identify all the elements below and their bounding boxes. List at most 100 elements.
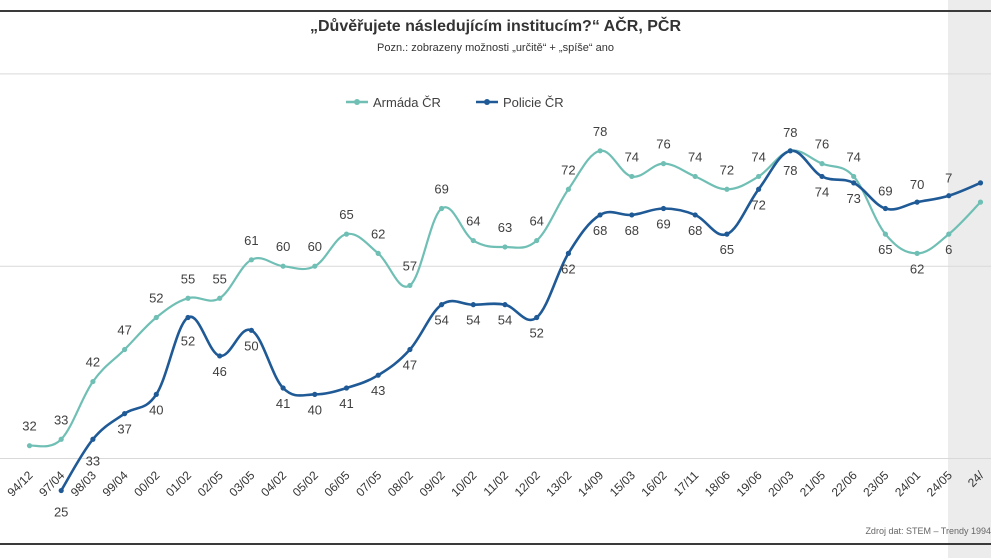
data-point-policie [724,231,730,237]
value-label-armada: 62 [371,226,385,241]
data-point-armada [914,250,920,256]
value-label-policie: 70 [910,177,924,192]
legend-item-armada: Armáda ČR [346,95,441,110]
legend-item-policie: Policie ČR [476,95,564,110]
data-point-policie [977,180,984,186]
x-tick-label: 01/02 [163,468,194,499]
data-point-armada [629,173,635,180]
x-tick-label: 24/01 [892,468,923,499]
data-point-policie [502,302,508,308]
x-tick-label: 08/02 [385,468,416,499]
data-point-armada [58,436,64,442]
series-line-policie [60,149,981,492]
data-point-policie [375,372,381,378]
x-tick-label: 05/02 [290,468,321,499]
data-point-armada [977,199,984,205]
value-label-policie: 68 [688,223,702,238]
value-label-policie: 41 [339,396,353,411]
value-label-armada: 61 [244,233,258,248]
value-label-policie: 7 [945,171,952,186]
value-label-policie: 40 [308,402,322,417]
data-point-policie [946,193,952,199]
x-tick-label: 20/03 [765,468,796,499]
data-point-policie [565,250,572,256]
value-label-armada: 47 [117,323,131,338]
value-label-armada: 72 [561,162,575,177]
x-tick-label: 21/05 [797,468,828,499]
data-point-armada [248,257,254,263]
value-label-armada: 64 [466,214,480,229]
value-label-armada: 55 [212,271,226,286]
data-point-armada [882,231,889,237]
x-tick-label: 15/03 [607,468,638,499]
value-label-armada: 62 [910,261,924,276]
value-label-policie: 69 [878,184,892,199]
data-point-policie [312,391,318,397]
data-point-armada [439,205,445,212]
value-label-policie: 52 [181,333,195,348]
value-label-armada: 72 [720,162,734,177]
value-label-policie: 65 [720,242,734,257]
source-note: Zdroj dat: STEM – Trendy 1994 [865,526,991,536]
data-point-armada [153,314,159,321]
data-point-armada [534,237,540,244]
x-tick-label: 13/02 [543,468,574,499]
value-label-policie: 68 [625,223,639,238]
value-label-policie: 25 [54,505,68,520]
data-point-policie [787,148,793,154]
value-label-armada: 74 [688,149,702,164]
x-tick-label: 06/05 [321,468,352,499]
data-point-armada [375,250,381,256]
value-label-policie: 54 [434,313,448,328]
data-point-armada [851,173,857,180]
data-point-policie [914,199,920,205]
x-tick-label: 12/02 [512,468,543,499]
data-point-armada [185,295,191,301]
legend-label: Policie ČR [503,95,564,110]
data-point-policie [851,180,857,186]
legend-swatch-marker [354,99,360,105]
value-label-armada: 57 [403,258,417,273]
value-label-policie: 46 [212,364,226,379]
data-point-armada [312,263,318,269]
x-tick-label: 16/02 [638,468,669,499]
data-point-policie [882,205,889,212]
value-label-armada: 55 [181,271,195,286]
value-label-policie: 54 [466,313,480,328]
data-point-policie [217,353,223,359]
data-point-policie [819,173,825,180]
value-label-policie: 72 [751,197,765,212]
value-label-policie: 50 [244,338,258,353]
data-point-armada [26,443,33,449]
value-label-policie: 69 [656,217,670,232]
value-label-policie: 33 [86,453,100,468]
value-label-armada: 52 [149,290,163,305]
x-tick-label: 23/05 [860,468,891,499]
value-label-policie: 40 [149,402,163,417]
value-label-policie: 78 [783,163,797,178]
value-label-armada: 76 [656,137,670,152]
right-shaded-panel [948,0,991,558]
value-label-policie: 37 [117,422,131,437]
data-point-armada [692,173,698,180]
data-point-armada [217,295,223,301]
data-point-armada [819,161,825,167]
data-point-policie [58,487,64,494]
data-point-armada [724,186,730,192]
value-label-policie: 68 [593,223,607,238]
data-point-armada [660,161,667,167]
x-tick-label: 94/12 [4,468,35,499]
value-label-armada: 74 [751,149,765,164]
data-point-policie [660,205,667,212]
value-label-policie: 62 [561,261,575,276]
data-point-armada [407,282,413,289]
data-point-policie [439,302,445,308]
chart-title: „Důvěřujete následujícím institucím?“ AČ… [309,18,682,35]
data-point-policie [185,314,191,321]
x-tick-label: 24/ [965,468,987,490]
data-point-policie [122,411,128,417]
data-point-armada [90,378,96,385]
data-point-armada [280,263,286,269]
